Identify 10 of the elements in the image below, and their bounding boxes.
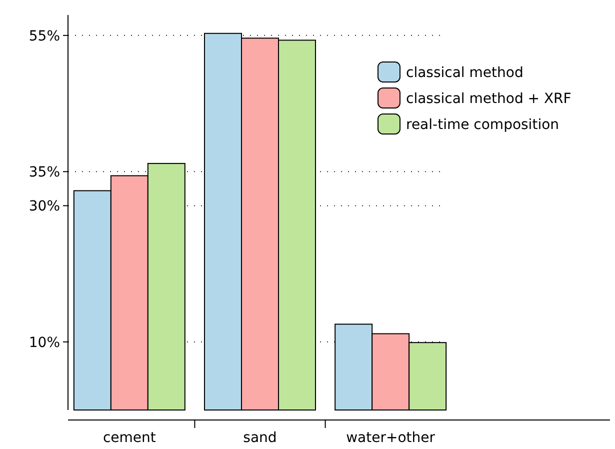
legend-label: real-time composition [406,116,560,133]
y-tick-label: 35% [28,164,60,181]
x-tick-label: water+other [346,430,436,446]
x-tick-label: cement [102,430,156,446]
y-tick-label: 30% [28,198,60,215]
legend-label: classical method [406,64,524,81]
y-tick-label: 10% [28,334,60,351]
y-tick-label: 55% [28,28,60,44]
x-tick-label: sand [243,430,277,446]
legend-label: classical method + XRF [406,90,572,107]
